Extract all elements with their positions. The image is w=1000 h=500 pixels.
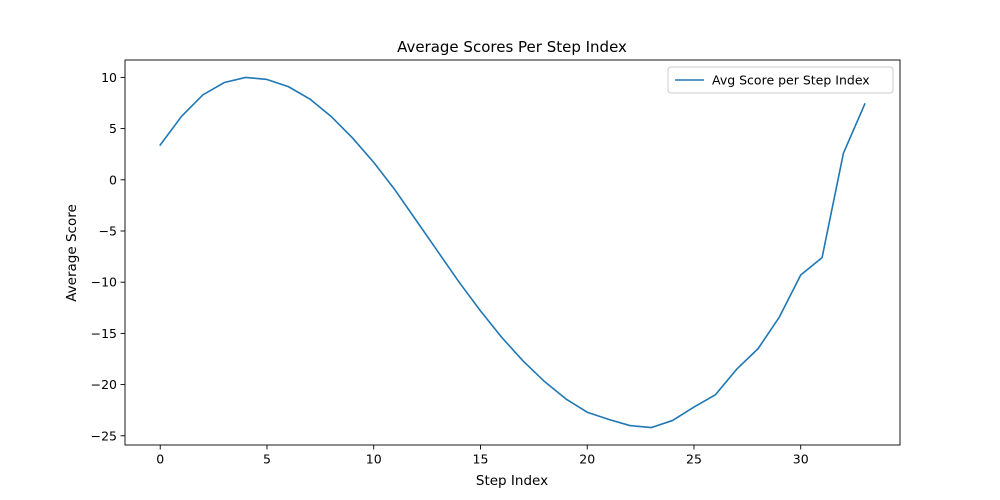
x-axis-label: Step Index (476, 473, 548, 489)
x-tick-label: 10 (366, 452, 382, 467)
x-tick-label: 5 (263, 452, 271, 467)
x-tick-label: 20 (579, 452, 595, 467)
y-tick-label: 0 (109, 172, 117, 187)
plot-series-layer (159, 76, 866, 429)
chart-title: Average Scores Per Step Index (397, 38, 627, 56)
plot-area-frame (124, 59, 901, 446)
y-tick-label: −25 (91, 428, 117, 443)
y-tick-label: −15 (91, 326, 117, 341)
legend-label: Avg Score per Step Index (712, 73, 870, 88)
x-tick-label: 25 (686, 452, 702, 467)
y-axis-ticks: 10 5 0 −5 −10 −15 −20 −25 (91, 70, 125, 443)
legend: Avg Score per Step Index (667, 66, 894, 94)
x-tick-label: 0 (156, 452, 164, 467)
legend-box (667, 66, 894, 94)
x-tick-label: 30 (793, 452, 809, 467)
y-axis-label: Average Score (64, 204, 80, 302)
x-axis-ticks: 0 5 10 15 20 25 30 (156, 445, 809, 467)
y-tick-label: 5 (109, 121, 117, 136)
y-tick-label: 10 (101, 70, 117, 85)
y-tick-label: −10 (91, 275, 117, 290)
series-line (159, 76, 866, 429)
y-tick-label: −20 (91, 377, 117, 392)
x-tick-label: 15 (473, 452, 489, 467)
y-tick-label: −5 (99, 223, 117, 238)
